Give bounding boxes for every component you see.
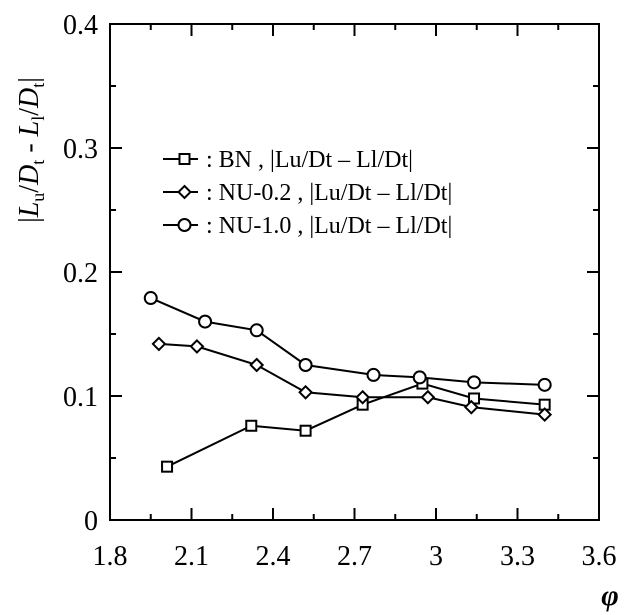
x-tick-label: 1.8: [93, 541, 128, 572]
data-point-NU-1.0: [143, 291, 158, 306]
y-tick-label: 0.1: [63, 382, 98, 413]
data-point-NU-0.2: [355, 389, 371, 405]
data-point-NU-1.0: [366, 367, 381, 382]
data-point-BN: [245, 419, 258, 432]
data-point-NU-1.0: [249, 323, 264, 338]
legend-label: : NU-1.0 , |Lu/Dt – Ll/Dt|: [206, 213, 452, 239]
legend-label: : BN , |Lu/Dt – Ll/Dt|: [206, 147, 413, 173]
y-tick-label: 0.2: [63, 258, 98, 289]
legend-marker: [177, 184, 192, 200]
x-tick-label: 3: [429, 541, 443, 572]
data-point-NU-0.2: [189, 338, 205, 354]
data-point-NU-0.2: [298, 384, 314, 400]
y-axis-label: |Lu/Dt - Ll/Dt|: [14, 77, 48, 223]
data-marks: [143, 291, 553, 473]
data-point-NU-0.2: [249, 357, 265, 373]
legend-label: : NU-0.2 , |Lu/Dt – Ll/Dt|: [206, 180, 452, 206]
x-tick-label: 3.6: [582, 541, 617, 572]
data-point-NU-1.0: [298, 358, 313, 372]
x-tick-label: 2.1: [174, 541, 209, 572]
x-axis-label: φ: [601, 579, 619, 612]
legend-marker: [177, 218, 192, 232]
y-tick-label: 0.3: [63, 134, 98, 165]
data-point-NU-1.0: [467, 375, 482, 390]
data-point-NU-1.0: [412, 370, 427, 385]
plot-frame: [109, 23, 600, 521]
x-tick-label: 3.3: [500, 541, 535, 572]
data-point-NU-1.0: [198, 314, 213, 329]
data-point-NU-0.2: [151, 336, 167, 352]
legend-marker: [178, 153, 191, 165]
x-tick-label: 2.4: [256, 541, 291, 572]
series-line-NU-1.0: [150, 297, 545, 386]
series-line-NU-0.2: [158, 342, 545, 416]
data-point-NU-0.2: [463, 399, 479, 415]
legend: : BN , |Lu/Dt – Ll/Dt| : NU-0.2 , |Lu/Dt …: [163, 147, 452, 239]
data-point-BN: [299, 424, 312, 437]
data-point-NU-0.2: [537, 407, 553, 423]
x-tick-label: 2.7: [337, 541, 372, 572]
data-point-NU-0.2: [420, 389, 436, 405]
axis-ticks: 1.8 2.1 2.4 2.7 3 3.3 3.6 0 0.1 0.2 0.3 0.4: [63, 10, 617, 572]
data-point-BN: [161, 460, 174, 473]
y-tick-label: 0: [84, 506, 98, 537]
y-tick-label: 0.4: [63, 10, 98, 41]
data-point-NU-1.0: [537, 377, 552, 392]
